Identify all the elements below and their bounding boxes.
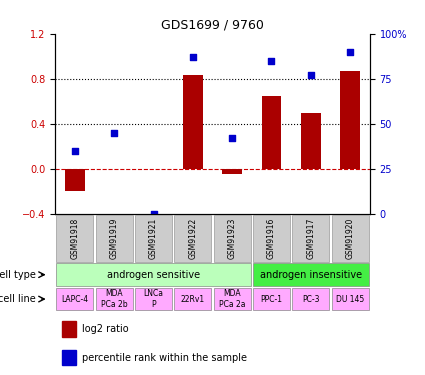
FancyBboxPatch shape — [57, 288, 94, 310]
Text: GSM91921: GSM91921 — [149, 217, 158, 259]
Title: GDS1699 / 9760: GDS1699 / 9760 — [161, 18, 264, 31]
Bar — [183, 75, 203, 169]
Text: GSM91917: GSM91917 — [306, 217, 315, 259]
Text: GSM91920: GSM91920 — [346, 217, 354, 259]
Text: 22Rv1: 22Rv1 — [181, 295, 205, 304]
Text: log2 ratio: log2 ratio — [82, 324, 129, 334]
Text: GSM91916: GSM91916 — [267, 217, 276, 259]
Text: PC-3: PC-3 — [302, 295, 320, 304]
Text: DU 145: DU 145 — [336, 295, 364, 304]
Point — [347, 49, 354, 55]
Bar — [65, 169, 85, 191]
FancyBboxPatch shape — [332, 288, 368, 310]
FancyBboxPatch shape — [253, 215, 290, 261]
FancyBboxPatch shape — [174, 288, 211, 310]
Point — [307, 72, 314, 78]
Text: LNCa
P: LNCa P — [144, 290, 164, 309]
Bar — [62, 321, 76, 337]
FancyBboxPatch shape — [174, 215, 211, 261]
Point — [150, 211, 157, 217]
FancyBboxPatch shape — [332, 215, 368, 261]
Text: PPC-1: PPC-1 — [261, 295, 283, 304]
Text: cell line: cell line — [0, 294, 36, 304]
FancyBboxPatch shape — [292, 215, 329, 261]
FancyBboxPatch shape — [135, 215, 172, 261]
Text: cell type: cell type — [0, 270, 36, 280]
Text: GSM91922: GSM91922 — [188, 217, 197, 259]
Bar — [222, 169, 242, 174]
FancyBboxPatch shape — [57, 264, 251, 286]
Text: percentile rank within the sample: percentile rank within the sample — [82, 353, 247, 363]
Bar — [301, 112, 320, 169]
Text: MDA
PCa 2b: MDA PCa 2b — [101, 290, 128, 309]
Text: GSM91918: GSM91918 — [71, 217, 79, 259]
Text: GSM91919: GSM91919 — [110, 217, 119, 259]
Point — [111, 130, 118, 136]
FancyBboxPatch shape — [135, 288, 172, 310]
Bar — [262, 96, 281, 169]
Point — [71, 148, 78, 154]
Text: androgen insensitive: androgen insensitive — [260, 270, 362, 280]
FancyBboxPatch shape — [253, 288, 290, 310]
Point — [190, 54, 196, 60]
Text: androgen sensitive: androgen sensitive — [107, 270, 200, 280]
Text: LAPC-4: LAPC-4 — [61, 295, 88, 304]
Point — [268, 58, 275, 64]
FancyBboxPatch shape — [96, 288, 133, 310]
Text: MDA
PCa 2a: MDA PCa 2a — [219, 290, 245, 309]
FancyBboxPatch shape — [57, 215, 94, 261]
Text: GSM91923: GSM91923 — [228, 217, 237, 259]
FancyBboxPatch shape — [292, 288, 329, 310]
FancyBboxPatch shape — [214, 215, 251, 261]
FancyBboxPatch shape — [214, 288, 251, 310]
Point — [229, 135, 235, 141]
Bar — [340, 71, 360, 169]
Bar — [62, 350, 76, 365]
FancyBboxPatch shape — [96, 215, 133, 261]
FancyBboxPatch shape — [253, 264, 368, 286]
